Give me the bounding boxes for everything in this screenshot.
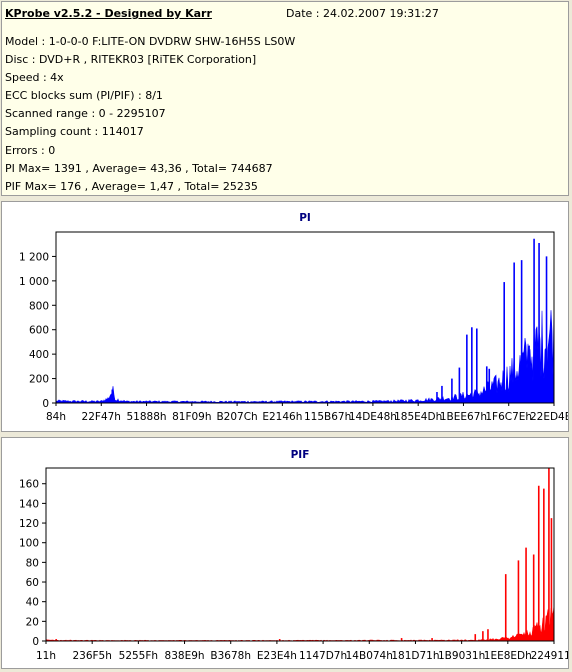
pi-xtick-label: 84h [46,411,66,423]
pi-xtick-label: 22F47h [82,411,121,423]
pi-xtick-label: 1F6C7Eh [485,411,532,423]
pi-chart: PI 0 200 400 600 800 1 000 1 200 84h 22F47h 51888h… [19,212,568,423]
pif-plot-frame [45,467,555,642]
pi-plot-frame [55,231,555,404]
info-disc: Disc : DVD+R , RITEKR03 [RiTEK Corporati… [5,53,257,67]
pi-ytick-label: 400 [29,349,49,361]
pi-xtick-label: 22ED4Eh [530,411,568,423]
info-model: Model : 1-0-0-0 F:LITE-ON DVDRW SHW-16H5… [5,35,296,48]
pif-xtick-label: 1147D7h [299,650,347,662]
pif-series-area [45,604,555,642]
pif-ytick-label: 0 [32,636,39,648]
pif-ytick-label: 100 [19,538,39,550]
pi-ytick-label: 1 000 [19,276,49,288]
pi-chart-title: PI [299,212,311,224]
pi-xtick-label: E2146h [262,411,302,423]
info-lines: Model : 1-0-0-0 F:LITE-ON DVDRW SHW-16H5… [5,33,295,196]
info-errors: Errors : 0 [5,143,56,157]
pif-chart: PIF 0 20 40 60 80 100 120 140 160 11h 236F5h 5255Fh 8… [19,449,568,662]
pi-ytick-label: 1 200 [19,251,49,263]
pi-series-area [55,301,555,404]
pif-ytick-label: 140 [19,498,39,510]
pif-ytick-label: 40 [26,597,39,609]
info-ecc-blocks: ECC blocks sum (PI/PIF) : 8/1 [5,89,163,103]
pif-xtick-label: E23E4h [257,650,297,662]
info-pi-stats: PI Max= 1391 , Average= 43,36 , Total= 7… [5,161,273,175]
pif-xtick-label: 181D71h [391,650,439,662]
pif-ytick-label: 20 [26,616,39,628]
pif-xtick-label: 838E9h [165,650,205,662]
pif-xtick-label: 14B074h [346,650,393,662]
pif-xtick-label: 5255Fh [119,650,158,662]
pi-xtick-label: 1BEE67h [440,411,487,423]
pif-ytick-label: 160 [19,479,39,491]
pif-xtick-label: 1EE8EDh [484,650,532,662]
pi-xtick-label: 185E4Dh [394,411,442,423]
pi-xtick-label: 81F09h [172,411,211,423]
pif-ytick-label: 60 [26,577,39,589]
pif-xtick-label: B3678h [210,650,251,662]
pi-ytick-label: 800 [29,300,49,312]
scan-date: Date : 24.02.2007 19:31:27 [286,7,439,20]
pif-xtick-label: 236F5h [72,650,111,662]
app-title: KProbe v2.5.2 - Designed by Karr [5,7,212,20]
pi-xtick-label: 115B67h [304,411,351,423]
info-speed: Speed : 4x [5,71,64,85]
pif-ytick-label: 80 [26,557,39,569]
info-pif-stats: PIF Max= 176 , Average= 1,47 , Total= 25… [5,179,258,193]
info-panel: KProbe v2.5.2 - Designed by Karr Date : … [1,1,569,196]
pif-chart-panel: PIF 0 20 40 60 80 100 120 140 160 11h 236F5h 5255Fh 8… [1,437,569,669]
pi-xtick-label: B207Ch [216,411,257,423]
pif-xtick-label: 1B9031h [438,650,485,662]
pi-xtick-label: 51888h [127,411,167,423]
pi-ytick-label: 200 [29,374,49,386]
pif-xtick-label: 11h [36,650,56,662]
pif-ytick-label: 120 [19,518,39,530]
pi-xtick-label: 14DE48h [349,411,397,423]
pif-chart-title: PIF [291,449,310,461]
info-sampling-count: Sampling count : 114017 [5,125,144,139]
pi-ytick-label: 600 [29,325,49,337]
info-scanned-range: Scanned range : 0 - 2295107 [5,107,166,121]
pif-xtick-label: 224911h [531,650,568,662]
pi-ytick-label: 0 [42,398,49,410]
pi-chart-panel: PI 0 200 400 600 800 1 000 1 200 84h 22F47h 51888h… [1,201,569,432]
